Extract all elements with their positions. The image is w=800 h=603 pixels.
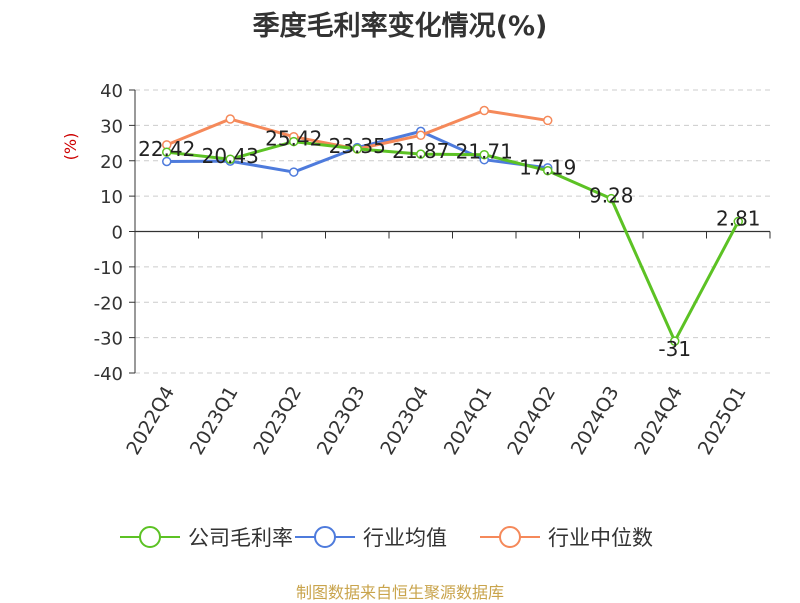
x-tick-label: 2022Q4 [122, 383, 179, 459]
legend-marker [139, 526, 161, 548]
x-tick-label: 2023Q1 [186, 383, 243, 459]
series-point [225, 154, 235, 164]
data-label: 22.42 [138, 137, 195, 161]
legend-marker [314, 526, 336, 548]
y-tick-label: 10 [100, 187, 123, 208]
legend-label: 公司毛利率 [188, 526, 293, 550]
y-tick-label: -10 [94, 258, 123, 279]
series-point [289, 136, 299, 147]
x-tick-label: 2024Q4 [630, 383, 687, 459]
x-tick-label: 2023Q3 [313, 383, 370, 459]
series-line-0 [166, 140, 740, 343]
grid-lines [135, 89, 770, 374]
series-lines [162, 105, 743, 346]
series-point [543, 165, 553, 176]
series-point [162, 147, 172, 157]
series-point [416, 149, 426, 159]
x-tick-label: 2025Q1 [694, 383, 751, 459]
y-tick-label: -30 [94, 329, 123, 350]
data-label: 9.28 [589, 184, 634, 208]
y-tick-label: 0 [112, 223, 123, 244]
legend-item[interactable]: 公司毛利率 [120, 526, 293, 550]
series-point [225, 114, 235, 124]
x-tick-label: 2023Q2 [249, 383, 306, 459]
y-axis-label: (%) [61, 133, 80, 161]
x-tick-label: 2024Q1 [440, 383, 497, 459]
data-label: 2.81 [716, 207, 761, 231]
series-point [289, 167, 299, 177]
series-point [733, 216, 743, 227]
x-tick-label: 2024Q2 [503, 383, 560, 459]
legend-item[interactable]: 行业中位数 [480, 526, 653, 550]
series-point [479, 149, 489, 160]
series-point [670, 336, 680, 346]
y-tick-label: -40 [94, 364, 123, 385]
series-point [479, 105, 489, 116]
y-tick-label: 30 [100, 116, 123, 137]
data-label: 17.19 [519, 156, 576, 180]
x-tick-label: 2024Q3 [567, 383, 624, 459]
legend-item[interactable]: 行业均值 [295, 526, 447, 550]
y-tick-label: -20 [94, 293, 123, 314]
legend[interactable]: 公司毛利率 行业均值 行业中位数 [120, 526, 653, 550]
x-tick-label: 2023Q4 [376, 383, 433, 459]
data-label: 21.71 [456, 140, 513, 164]
y-tick-label: 40 [100, 81, 123, 102]
chart-title: 季度毛利率变化情况(%) [252, 11, 548, 42]
data-label: 23.35 [329, 134, 386, 158]
legend-label: 行业中位数 [548, 526, 653, 550]
series-point [416, 130, 426, 141]
data-label: 20.43 [202, 144, 259, 168]
series-point [543, 115, 553, 126]
data-label: 21.87 [392, 139, 449, 163]
series-point [606, 193, 616, 204]
y-tick-label: 20 [100, 152, 123, 173]
legend-marker [499, 526, 521, 548]
data-label: 25.42 [265, 127, 322, 151]
source-note: 制图数据来自恒生聚源数据库 [295, 583, 504, 602]
series-point [352, 144, 362, 154]
data-label: -31 [658, 337, 691, 361]
legend-label: 行业均值 [363, 526, 447, 550]
series-point [162, 156, 172, 167]
